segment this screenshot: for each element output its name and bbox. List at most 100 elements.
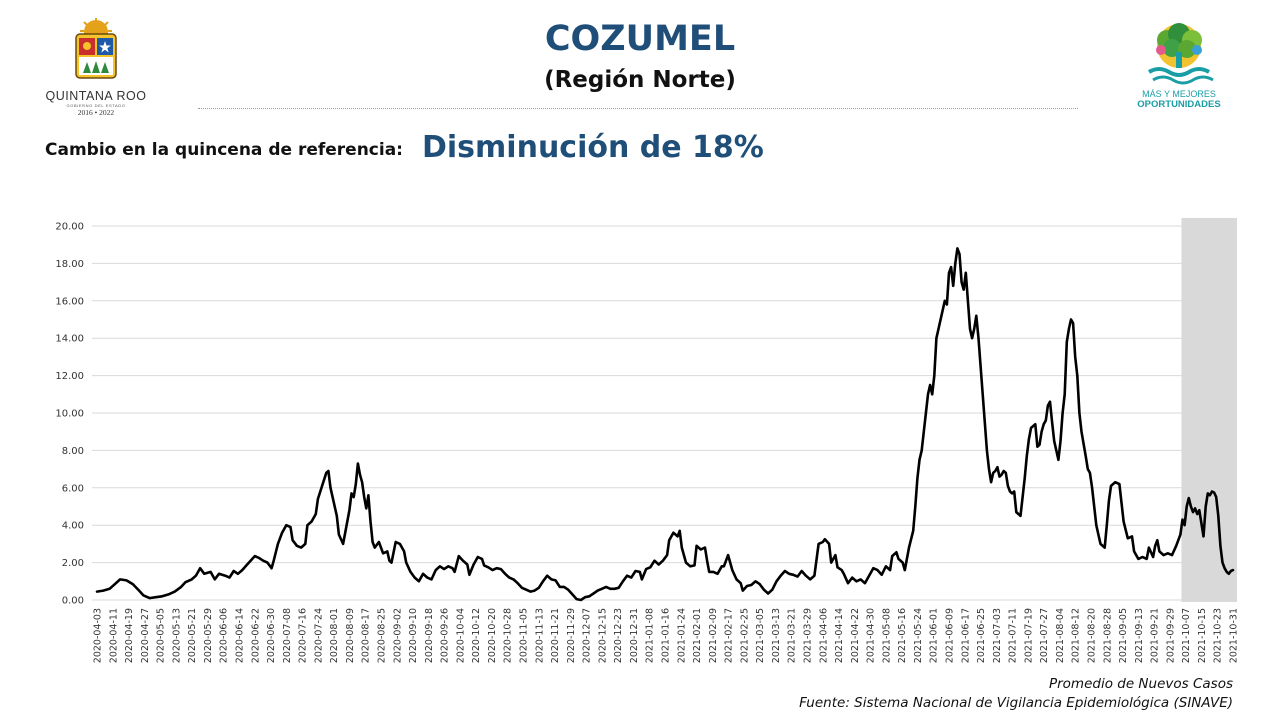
x-tick-label: 2020-07-16 [298, 608, 309, 663]
x-tick-label: 2020-09-10 [408, 608, 419, 663]
x-tick-label: 2020-12-15 [597, 608, 608, 663]
x-tick-label: 2020-07-24 [313, 608, 324, 663]
x-tick-label: 2021-03-29 [803, 608, 814, 663]
x-tick-label: 2020-05-13 [171, 608, 182, 663]
x-tick-label: 2021-06-17 [960, 608, 971, 663]
x-tick-label: 2020-09-02 [392, 608, 403, 663]
x-tick-label: 2020-10-04 [455, 608, 466, 663]
series-caption: Promedio de Nuevos Casos [1048, 676, 1233, 692]
x-tick-label: 2021-02-01 [692, 608, 703, 663]
x-tick-label: 2021-07-11 [1008, 608, 1019, 663]
y-tick-label: 20.00 [55, 222, 84, 233]
y-tick-label: 0.00 [62, 596, 84, 607]
x-tick-label: 2021-06-01 [929, 608, 940, 663]
y-tick-label: 16.00 [55, 296, 84, 307]
x-tick-label: 2020-06-06 [219, 608, 230, 663]
page-subtitle: (Región Norte) [544, 67, 736, 93]
x-tick-label: 2020-08-17 [361, 608, 372, 663]
x-tick-label: 2020-11-21 [550, 608, 561, 663]
series-line [95, 247, 1235, 602]
x-tick-label: 2021-09-21 [1150, 608, 1161, 663]
x-tick-label: 2020-07-08 [282, 608, 293, 663]
x-tick-label: 2020-09-18 [424, 608, 435, 663]
x-tick-label: 2021-04-30 [866, 608, 877, 663]
x-tick-label: 2021-02-17 [724, 608, 735, 663]
logo-years-text: 2016 • 2022 [77, 108, 115, 117]
x-tick-label: 2020-06-30 [266, 608, 277, 663]
x-tick-label: 2020-04-03 [93, 608, 104, 663]
x-tick-label: 2020-05-29 [203, 608, 214, 663]
x-tick-label: 2021-07-27 [1039, 608, 1050, 663]
x-tick-label: 2020-04-27 [140, 608, 151, 663]
line-chart: 0.00 2.00 4.00 6.00 8.00 10.00 12.00 14.00 16.00… [55, 218, 1240, 663]
quintana-roo-logo: QUINTANA ROO GOBIERNO DEL ESTADO 2016 • … [44, 18, 148, 117]
x-tick-label: 2021-02-25 [739, 608, 750, 663]
x-tick-label: 2021-09-29 [1165, 608, 1176, 663]
tree-logo-icon [1147, 23, 1214, 85]
header-divider [198, 108, 1078, 109]
page-title: COZUMEL [544, 19, 736, 59]
y-tick-label: 2.00 [62, 558, 84, 569]
y-tick-label: 6.00 [62, 483, 84, 494]
x-tick-label: 2021-10-15 [1197, 608, 1208, 663]
highlight-band [1181, 218, 1237, 602]
x-tick-label: 2020-05-05 [156, 608, 167, 663]
oportunidades-logo: MÁS Y MEJORES OPORTUNIDADES [1120, 20, 1238, 116]
y-tick-label: 18.00 [55, 259, 84, 270]
x-tick-label: 2020-12-31 [629, 608, 640, 663]
x-tick-label: 2020-10-28 [503, 608, 514, 663]
y-tick-label: 14.00 [55, 334, 84, 345]
x-tick-label: 2021-10-07 [1181, 608, 1192, 663]
x-tick-label: 2021-01-08 [645, 608, 656, 663]
x-tick-label: 2020-04-19 [124, 608, 135, 663]
y-tick-label: 10.00 [55, 409, 84, 420]
x-tick-label: 2021-05-08 [881, 608, 892, 663]
x-tick-label: 2020-06-14 [235, 608, 246, 663]
x-tick-label: 2020-08-01 [329, 608, 340, 663]
x-tick-label: 2021-04-22 [850, 608, 861, 663]
x-tick-label: 2020-05-21 [187, 608, 198, 663]
x-tick-label: 2020-12-07 [582, 608, 593, 663]
x-tick-label: 2021-03-05 [755, 608, 766, 663]
x-tick-label: 2021-01-16 [661, 608, 672, 663]
logo-brand-text: QUINTANA ROO [45, 89, 147, 103]
x-tick-label: 2021-01-24 [676, 608, 687, 663]
x-tick-label: 2021-08-28 [1102, 608, 1113, 663]
x-tick-label: 2020-10-12 [471, 608, 482, 663]
y-tick-label: 12.00 [55, 371, 84, 382]
y-tick-label: 8.00 [62, 446, 84, 457]
x-tick-label: 2020-10-20 [487, 608, 498, 663]
x-tick-label: 2020-11-29 [566, 608, 577, 663]
x-tick-label: 2020-08-25 [377, 608, 388, 663]
coat-of-arms-icon [75, 18, 117, 79]
x-tick-label: 2021-07-03 [992, 608, 1003, 663]
x-tick-label: 2020-12-23 [613, 608, 624, 663]
x-tick-label: 2021-10-31 [1229, 608, 1240, 663]
x-tick-label: 2021-07-19 [1023, 608, 1034, 663]
y-tick-label: 4.00 [62, 521, 84, 532]
logo-sub-text: GOBIERNO DEL ESTADO [66, 103, 126, 108]
x-tick-label: 2020-11-13 [534, 608, 545, 663]
change-label: Cambio en la quincena de referencia: [45, 140, 403, 160]
x-tick-label: 2021-04-06 [818, 608, 829, 663]
x-tick-label: 2021-08-20 [1087, 608, 1098, 663]
x-tick-label: 2021-03-13 [771, 608, 782, 663]
x-tick-label: 2021-06-25 [976, 608, 987, 663]
logo-right-line2: OPORTUNIDADES [1137, 99, 1221, 110]
x-tick-label: 2020-09-26 [440, 608, 451, 663]
x-tick-label: 2020-04-11 [108, 608, 119, 663]
x-tick-label: 2021-06-09 [945, 608, 956, 663]
x-tick-label: 2021-04-14 [834, 608, 845, 663]
source-caption: Fuente: Sistema Nacional de Vigilancia E… [799, 695, 1233, 711]
logo-right-line1: MÁS Y MEJORES [1142, 89, 1216, 99]
x-tick-label: 2020-06-22 [250, 608, 261, 663]
x-tick-label: 2021-03-21 [787, 608, 798, 663]
x-tick-label: 2021-09-13 [1134, 608, 1145, 663]
x-tick-label: 2021-05-16 [897, 608, 908, 663]
x-tick-label: 2021-10-23 [1213, 608, 1224, 663]
x-tick-label: 2021-08-12 [1071, 608, 1082, 663]
x-tick-label: 2021-05-24 [913, 608, 924, 663]
x-tick-label: 2021-02-09 [708, 608, 719, 663]
x-tick-label: 2020-11-05 [519, 608, 530, 663]
x-tick-label: 2021-08-04 [1055, 608, 1066, 663]
